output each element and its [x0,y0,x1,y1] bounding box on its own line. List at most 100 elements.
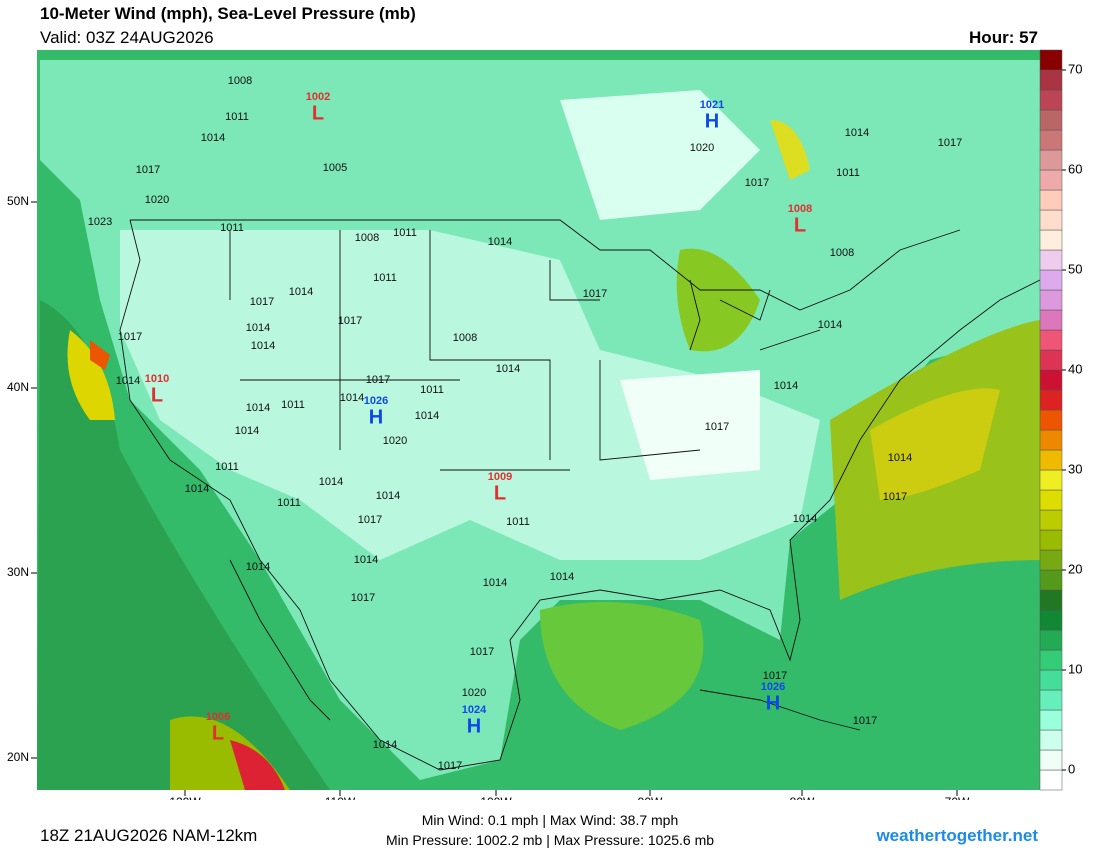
isobar-label: 1014 [246,322,270,334]
isobar-label: 1020 [383,435,407,447]
coastlines [119,219,1041,771]
isobar-label: 1017 [938,137,962,149]
model-run: 18Z 21AUG2026 NAM-12km [40,826,258,845]
isobar-label: 1014 [185,483,209,495]
isobar-label: 1011 [506,516,530,528]
colorbar-cell [1039,89,1063,111]
lon-label: 80W [790,795,815,800]
colorbar-cell [1039,649,1063,671]
pressure-stats: Min Pressure: 1002.2 mb | Max Pressure: … [385,832,715,848]
isobar-label: 1017 [705,421,729,433]
isobar-label: 1014 [496,363,520,375]
colorbar-cell [1039,329,1063,351]
isobar-label: 1014 [550,571,574,583]
isobar-label: 1014 [289,286,313,298]
lon-label: 100W [480,795,512,800]
colorbar-cell [1039,309,1063,331]
center-pressure: 1008 [788,203,812,215]
isobar-label: 1008 [228,75,252,87]
colorbar-cell [1039,489,1063,511]
colorbar-label: 20 [1068,561,1082,576]
colorbar-label: 40 [1068,361,1082,376]
isobar-label: 1017 [358,514,382,526]
isobar-label: 1014 [235,425,259,437]
lon-label: 110W [325,795,356,800]
isobar-label: 1017 [583,288,607,300]
isobar-label: 1023 [88,216,112,228]
isobar-label: 1011 [215,461,239,473]
colorbar-cell [1039,509,1063,531]
isobar-label: 1014 [116,375,140,387]
colorbar-label: 70 [1068,61,1082,76]
forecast-hour: Hour: 57 [969,28,1038,47]
colorbar-cell [1039,149,1063,171]
lon-label: 70W [945,795,970,800]
isobar-label: 1014 [888,452,912,464]
center-pressure: 1002 [306,91,330,103]
isobar-label: 1017 [438,760,462,772]
colorbar: 0 10 20 30 40 50 60 70 [1039,49,1082,791]
colorbar-cell [1039,169,1063,191]
lon-label: 90W [638,795,663,800]
center-pressure: 1010 [145,373,169,385]
isobar-label: 1017 [745,177,769,189]
isobar-label: 1005 [323,162,347,174]
colorbar-cell [1039,749,1063,771]
isobar-label: 1011 [393,227,417,239]
colorbar-label: 30 [1068,461,1082,476]
center-pressure: 1009 [488,471,512,483]
isobar-label: 1014 [373,739,397,751]
colorbar-cell [1039,549,1063,571]
colorbar-cell [1039,469,1063,491]
colorbar-cell [1039,49,1063,71]
isobar-label: 1011 [373,272,397,284]
wind-field [37,50,1040,790]
title: 10-Meter Wind (mph), Sea-Level Pressure … [40,4,416,23]
isobar-label: 1011 [220,222,244,234]
isobar-label: 1017 [351,592,375,604]
colorbar-cell [1039,369,1063,391]
isobar-label: 1014 [415,410,439,422]
center-letter: H [705,110,719,132]
isobar-label: 1014 [246,561,270,573]
isobar-label: 1011 [836,167,860,179]
isobar-label: 1014 [793,513,817,525]
site: weathertogether.net [876,826,1038,845]
colorbar-cell [1039,69,1063,91]
isobar-label: 1017 [853,715,877,727]
colorbar-cell [1039,609,1063,631]
colorbar-cell [1039,289,1063,311]
center-pressure: 1026 [761,681,785,693]
center-pressure: 1006 [206,711,230,723]
colorbar-cell [1039,769,1063,791]
colorbar-cell [1039,429,1063,451]
isobar-label: 1017 [118,331,142,343]
colorbar-label: 10 [1068,661,1082,676]
isobar-label: 1014 [845,127,869,139]
isobar-label: 1011 [281,399,305,411]
isobar-label: 1014 [488,236,512,248]
isobar-label: 1011 [225,111,249,123]
center-letter: L [494,482,506,504]
isobar-label: 1014 [483,577,507,589]
colorbar-cell [1039,129,1063,151]
center-pressure: 1021 [700,99,724,111]
colorbar-label: 0 [1068,761,1075,776]
isobar-label: 1017 [883,491,907,503]
colorbar-cell [1039,109,1063,131]
colorbar-cell [1039,189,1063,211]
isobar-label: 1014 [340,392,364,404]
colorbar-cell [1039,729,1063,751]
isobar-label: 1008 [830,247,854,259]
center-letter: H [766,692,780,714]
isobar-label: 1011 [277,497,301,509]
isobar-label: 1008 [453,332,477,344]
isobar-label: 1020 [690,142,714,154]
colorbar-cell [1039,249,1063,271]
isobar-label: 1014 [376,490,400,502]
lat-label: 40N [7,380,29,394]
isobar-label: 1017 [250,296,274,308]
isobar-label: 1014 [319,476,343,488]
